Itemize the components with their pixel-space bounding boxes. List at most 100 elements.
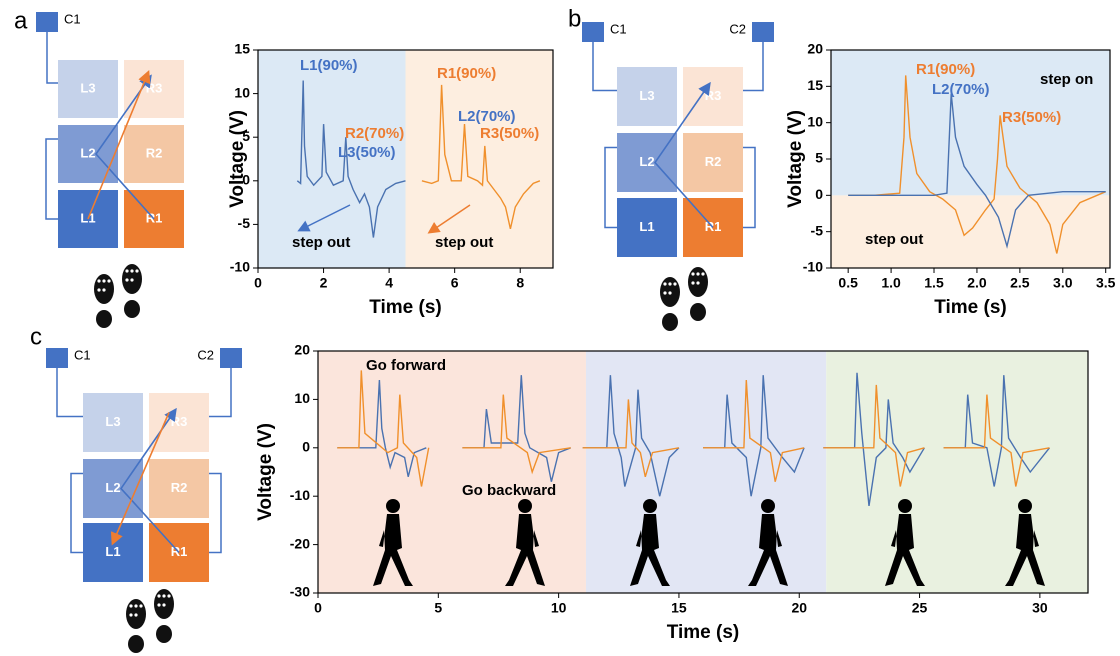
- panel-label: c: [30, 323, 42, 350]
- walk-arrow: [119, 407, 180, 554]
- footprint-dot: [668, 282, 672, 286]
- background-region: [318, 351, 586, 593]
- y-tick-label: -5: [811, 222, 824, 238]
- x-tick-label: 1.0: [881, 275, 901, 291]
- walker-head: [518, 499, 532, 513]
- signal-line: [848, 75, 1106, 254]
- x-tick-label: 25: [912, 600, 928, 616]
- walker-body: [373, 514, 413, 586]
- walker-head: [643, 499, 657, 513]
- y-tick-label: -10: [803, 259, 823, 275]
- connector-label: C2: [197, 347, 214, 362]
- footprint-dot: [134, 613, 138, 617]
- y-tick-label: 10: [807, 113, 823, 129]
- y-axis-label: Voltage (V): [255, 423, 276, 521]
- walker-head: [1018, 499, 1032, 513]
- x-tick-label: 3.0: [1053, 275, 1073, 291]
- x-tick-label: 2.5: [1010, 275, 1030, 291]
- walker-body: [630, 514, 670, 586]
- walker-body: [1005, 514, 1045, 586]
- floor-cell: [683, 133, 743, 192]
- y-tick-label: 0: [815, 186, 823, 202]
- wire: [56, 368, 83, 418]
- walk-arrow: [87, 70, 151, 220]
- y-tick-label: 10: [294, 390, 310, 406]
- cell-label: R2: [705, 154, 722, 169]
- annotation: R3(50%): [480, 125, 539, 142]
- wire: [604, 146, 617, 229]
- footprint: [156, 625, 172, 643]
- plot-frame: [317, 350, 1089, 594]
- x-tick-label: 20: [791, 600, 807, 616]
- walker-silhouette: [748, 499, 788, 586]
- footprint-dot: [673, 282, 677, 286]
- y-axis-label: Voltage (V): [785, 110, 806, 208]
- connector-label: C1: [64, 11, 81, 26]
- floor-cell: [617, 67, 677, 126]
- cell-label: L1: [639, 219, 654, 234]
- x-tick-label: 5: [434, 600, 442, 616]
- floor-cell: [58, 60, 118, 118]
- footprint-dot: [668, 291, 672, 295]
- wire: [70, 472, 83, 554]
- y-tick-label: 0: [302, 439, 310, 455]
- y-tick-label: 15: [234, 41, 250, 57]
- annotation: step out: [435, 234, 493, 251]
- footprint-dot: [663, 282, 667, 286]
- x-tick-label: 0: [254, 275, 262, 291]
- x-tick-label: 4: [385, 275, 393, 291]
- background-region: [585, 351, 827, 593]
- connector-label: C1: [610, 21, 627, 36]
- connector: [752, 22, 774, 42]
- x-tick-label: 10: [551, 600, 567, 616]
- floor-cell: [149, 393, 209, 452]
- footprint-dot: [129, 613, 133, 617]
- annotation: Go backward: [462, 482, 556, 499]
- annotation: L2(70%): [458, 108, 516, 125]
- connector: [220, 348, 242, 368]
- footprint-dot: [134, 604, 138, 608]
- floor-cell: [124, 125, 184, 183]
- walk-arrow: [110, 412, 170, 546]
- footprint-dot: [125, 278, 129, 282]
- panel-label: a: [14, 7, 28, 34]
- y-tick-label: 5: [242, 128, 250, 144]
- background-region: [826, 351, 1088, 593]
- panel-label: b: [568, 5, 581, 32]
- footprint-dot: [691, 272, 695, 276]
- footprint-dot: [696, 281, 700, 285]
- signal-line: [848, 93, 1106, 249]
- annotation: R2(70%): [345, 125, 404, 142]
- footprint-dot: [97, 288, 101, 292]
- y-tick-label: -10: [230, 259, 250, 275]
- annotation: Go forward: [366, 357, 446, 374]
- y-tick-label: -30: [290, 584, 310, 600]
- walker-silhouette: [630, 499, 670, 586]
- wire: [743, 146, 756, 229]
- x-tick-label: 8: [516, 275, 524, 291]
- walker-body: [505, 514, 545, 586]
- connector-label: C2: [729, 21, 746, 36]
- x-tick-label: 3.5: [1096, 275, 1116, 291]
- y-tick-label: 15: [807, 77, 823, 93]
- connector: [46, 348, 68, 368]
- annotation-arrow: [427, 204, 471, 234]
- floor-cell: [617, 198, 677, 257]
- y-tick-label: 5: [815, 150, 823, 166]
- footprint-dot: [107, 279, 111, 283]
- wire: [743, 42, 764, 92]
- annotation: step on: [1040, 71, 1093, 88]
- cell-label: R2: [146, 145, 163, 160]
- footprint-dot: [130, 269, 134, 273]
- y-tick-label: -5: [238, 215, 251, 231]
- wire: [592, 42, 617, 92]
- footprint: [96, 310, 112, 328]
- footprint-dot: [135, 269, 139, 273]
- footprint-dot: [139, 604, 143, 608]
- floor-cell: [83, 459, 143, 518]
- annotation: R1(90%): [916, 61, 975, 78]
- annotation: step out: [292, 234, 350, 251]
- footprint-dot: [167, 594, 171, 598]
- footprint: [662, 313, 678, 331]
